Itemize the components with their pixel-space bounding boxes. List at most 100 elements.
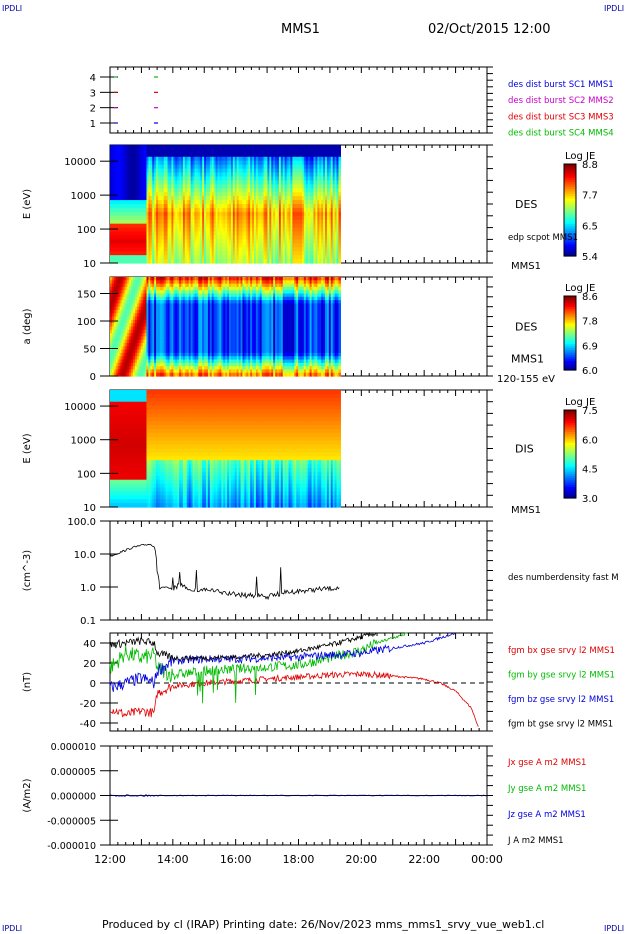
heatmap-cell [223, 251, 226, 256]
heatmap-cell [317, 211, 320, 217]
heatmap-cell [117, 356, 121, 361]
heatmap-cell [330, 180, 334, 185]
heatmap-cell [248, 152, 251, 158]
heatmap-cell [173, 215, 176, 221]
heatmap-cell [303, 145, 307, 150]
heatmap-cell [259, 164, 263, 170]
heatmap-cell [169, 259, 173, 264]
heatmap-cell [255, 180, 259, 185]
heatmap-cell [252, 207, 255, 213]
heatmap-cell [198, 156, 201, 162]
heatmap-cell [163, 211, 167, 217]
heatmap-cell [307, 196, 311, 201]
heatmap-cell [273, 156, 276, 162]
heatmap-cell [136, 333, 140, 337]
heatmap-cell [229, 235, 232, 240]
heatmap-cell [121, 280, 125, 285]
heatmap-cell [186, 207, 190, 213]
heatmap-cell [294, 239, 297, 244]
heatmap-cell [261, 223, 265, 229]
heatmap-cell [165, 180, 169, 185]
heatmap-cell [131, 356, 134, 361]
heatmap-cell [115, 316, 119, 321]
heatmap-cell [323, 223, 326, 229]
heatmap-cell [165, 227, 169, 233]
heatmap-cell [229, 148, 232, 154]
heatmap-cell [280, 192, 284, 197]
heatmap-cell [323, 156, 326, 162]
heatmap-cell [253, 192, 257, 197]
heatmap-cell [117, 176, 121, 181]
heatmap-cell [315, 211, 318, 217]
heatmap-cell [248, 196, 251, 201]
heatmap-cell [194, 145, 197, 150]
heatmap-cell [154, 251, 157, 256]
heatmap-cell [242, 231, 245, 237]
heatmap-cell [213, 145, 217, 150]
heatmap-cell [179, 148, 182, 154]
heatmap-cell [171, 176, 174, 181]
heatmap-cell [119, 172, 123, 178]
heatmap-cell [284, 164, 288, 170]
heatmap-cell [271, 164, 274, 170]
heatmap-cell [127, 286, 130, 291]
heatmap-cell [217, 145, 221, 150]
heatmap-cell [280, 223, 284, 229]
heatmap-cell [117, 286, 121, 291]
heatmap-cell [255, 223, 259, 229]
heatmap-cell [127, 296, 130, 301]
heatmap-cell [321, 259, 324, 264]
heatmap-cell [303, 156, 307, 162]
heatmap-cell [165, 188, 169, 193]
heatmap-cell [255, 200, 259, 205]
heatmap-cell [213, 247, 217, 252]
heatmap-cell [332, 184, 336, 189]
heatmap-cell [186, 164, 190, 170]
heatmap-cell [315, 239, 318, 244]
heatmap-cell [119, 247, 123, 252]
heatmap-cell [250, 200, 253, 205]
heatmap-cell [165, 219, 169, 225]
heatmap-cell [136, 296, 140, 301]
heatmap-cell [179, 239, 182, 244]
heatmap-cell [275, 211, 278, 217]
heatmap-cell [300, 227, 303, 233]
heatmap-cell [275, 215, 278, 221]
heatmap-cell [250, 231, 253, 237]
heatmap-cell [159, 145, 163, 150]
heatmap-cell [117, 369, 121, 374]
heatmap-cell [242, 164, 245, 170]
heatmap-cell [223, 231, 226, 237]
heatmap-cell [271, 215, 274, 221]
heatmap-cell [119, 223, 123, 229]
heatmap-cell [298, 160, 301, 166]
heatmap-cell [236, 184, 240, 189]
heatmap-cell [177, 196, 180, 201]
heatmap-cell [134, 352, 138, 357]
heatmap-cell [140, 243, 144, 248]
heatmap-cell [161, 259, 165, 264]
heatmap-cell [138, 336, 142, 341]
heatmap-cell [305, 243, 309, 248]
heatmap-cell [113, 207, 117, 213]
heatmap-cell [221, 223, 224, 229]
heatmap-cell [159, 235, 163, 240]
heatmap-cell [121, 164, 125, 170]
heatmap-cell [330, 255, 334, 260]
heatmap-cell [110, 316, 113, 321]
heatmap-cell [167, 247, 171, 252]
heatmap-cell [158, 160, 161, 166]
heatmap-cell [131, 227, 134, 233]
heatmap-cell [200, 215, 203, 221]
heatmap-cell [244, 156, 247, 162]
heatmap-cell [165, 160, 169, 166]
heatmap-cell [230, 239, 234, 244]
heatmap-cell [313, 223, 317, 229]
heatmap-cell [259, 207, 263, 213]
heatmap-cell [219, 231, 222, 237]
heatmap-cell [125, 346, 128, 351]
heatmap-cell [294, 164, 297, 170]
heatmap-cell [288, 211, 292, 217]
heatmap-cell [252, 204, 255, 209]
heatmap-cell [257, 259, 261, 264]
